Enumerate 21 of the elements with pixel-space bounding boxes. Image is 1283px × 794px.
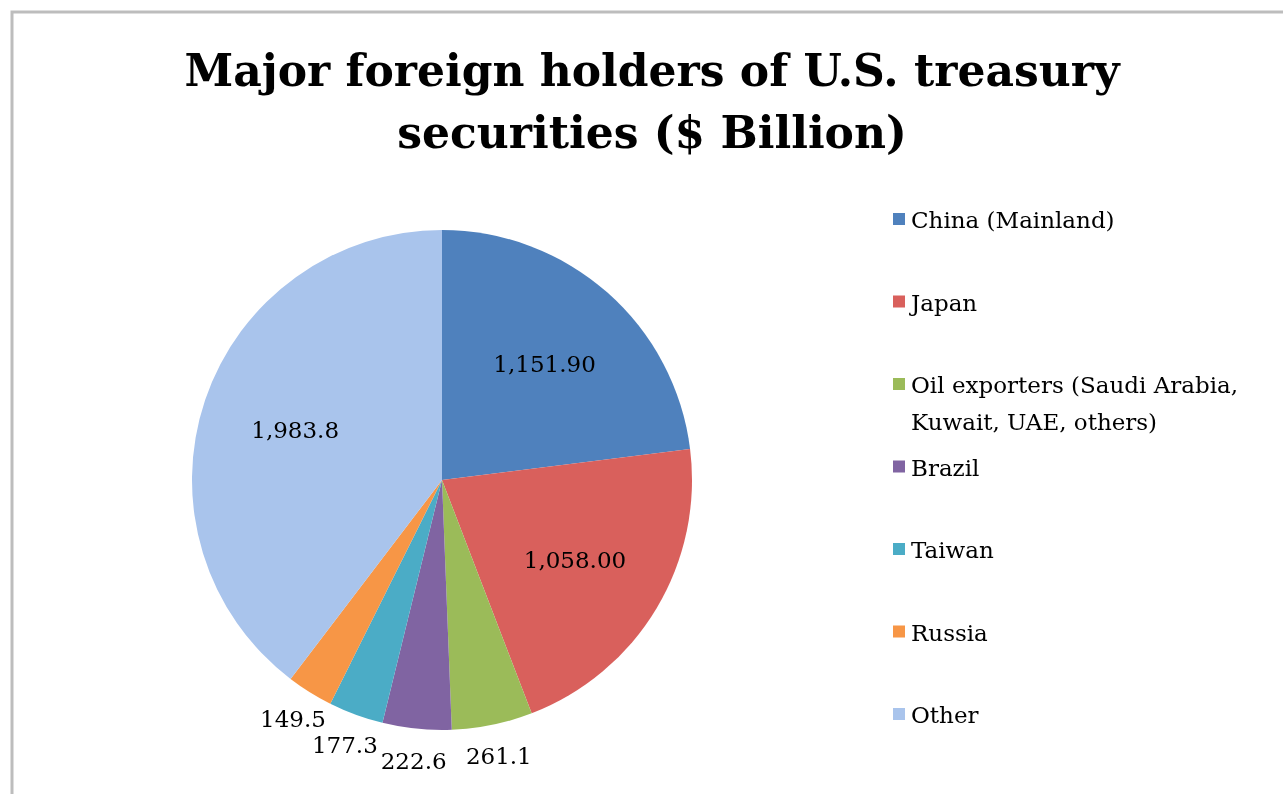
legend-label: Taiwan: [911, 537, 995, 563]
pie-slice: [192, 230, 442, 679]
legend-label: China (Mainland): [911, 207, 1115, 233]
data-label: 177.3: [311, 731, 378, 758]
pie-slice: [382, 480, 452, 730]
legend-label: Other: [911, 702, 979, 728]
data-label: 149.5: [260, 706, 326, 733]
legend-label: Russia: [911, 619, 989, 646]
pie-slice: [442, 448, 692, 714]
pie-slice: [442, 230, 691, 480]
data-label: 222.6: [380, 747, 447, 774]
data-label: 1,983.8: [251, 417, 340, 444]
pie-slice: [330, 480, 442, 723]
pie-slice: [290, 480, 442, 704]
data-label: 1,151.90: [493, 350, 596, 377]
legend-label: Japan: [909, 289, 978, 316]
chart-title: Major foreign holders of U.S. treasury securities ($ Billion): [184, 45, 1121, 158]
legend-label: Brazil: [911, 454, 980, 481]
data-label: 1,058.00: [523, 546, 627, 573]
legend-label: Oil exporters (Saudi Arabia, Kuwait, UAE, others): [911, 372, 1239, 435]
data-label: 261.1: [465, 743, 532, 770]
